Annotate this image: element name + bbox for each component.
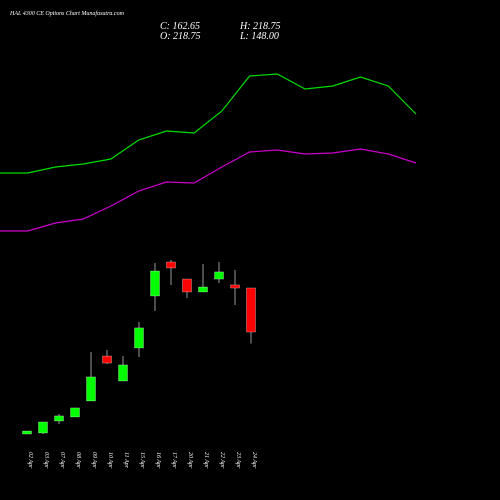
candle-body bbox=[22, 430, 32, 435]
x-tick-label: 07 Apr bbox=[59, 452, 65, 469]
candle-body bbox=[102, 355, 112, 364]
x-tick-label: 08 Apr bbox=[75, 452, 81, 469]
candle-body bbox=[38, 421, 48, 434]
high-info: H: 218.75 bbox=[239, 21, 281, 32]
x-tick-label: 11 Apr bbox=[123, 452, 129, 469]
x-tick-label: 15 Apr bbox=[139, 452, 145, 469]
candle-body bbox=[214, 271, 224, 280]
candle-body bbox=[134, 327, 144, 349]
candle-body bbox=[246, 287, 256, 333]
x-tick-label: 10 Apr bbox=[107, 452, 113, 469]
candle-body bbox=[54, 415, 64, 422]
x-tick-label: 16 Apr bbox=[155, 452, 161, 469]
x-tick-label: 24 Apr bbox=[251, 452, 258, 469]
candle-body bbox=[166, 261, 176, 269]
candle-body bbox=[118, 364, 128, 382]
open-info: O: 218.75 bbox=[160, 31, 201, 42]
candle-body bbox=[182, 278, 192, 293]
candle-body bbox=[230, 284, 240, 289]
candle-body bbox=[70, 407, 80, 418]
x-tick-label: 09 Apr bbox=[91, 452, 97, 469]
x-tick-label: 02 Apr bbox=[27, 452, 33, 469]
indicator-line bbox=[0, 73, 417, 174]
x-tick-label: 21 Apr bbox=[203, 452, 209, 469]
indicator-line bbox=[0, 148, 417, 232]
candle-body bbox=[150, 270, 160, 297]
candle-body bbox=[86, 376, 96, 402]
x-tick-label: 20 Apr bbox=[187, 452, 193, 469]
chart-title: HAL 4300 CE Options Chart Munafasutra.co… bbox=[9, 10, 125, 17]
candle-body bbox=[198, 286, 208, 293]
x-tick-label: 22 Apr bbox=[219, 452, 225, 469]
x-tick-label: 17 Apr bbox=[171, 452, 177, 469]
x-tick-label: 03 Apr bbox=[43, 452, 49, 469]
low-info: L: 148.00 bbox=[239, 31, 279, 42]
close-info: C: 162.65 bbox=[160, 21, 200, 32]
x-tick-label: 23 Apr bbox=[235, 452, 241, 469]
